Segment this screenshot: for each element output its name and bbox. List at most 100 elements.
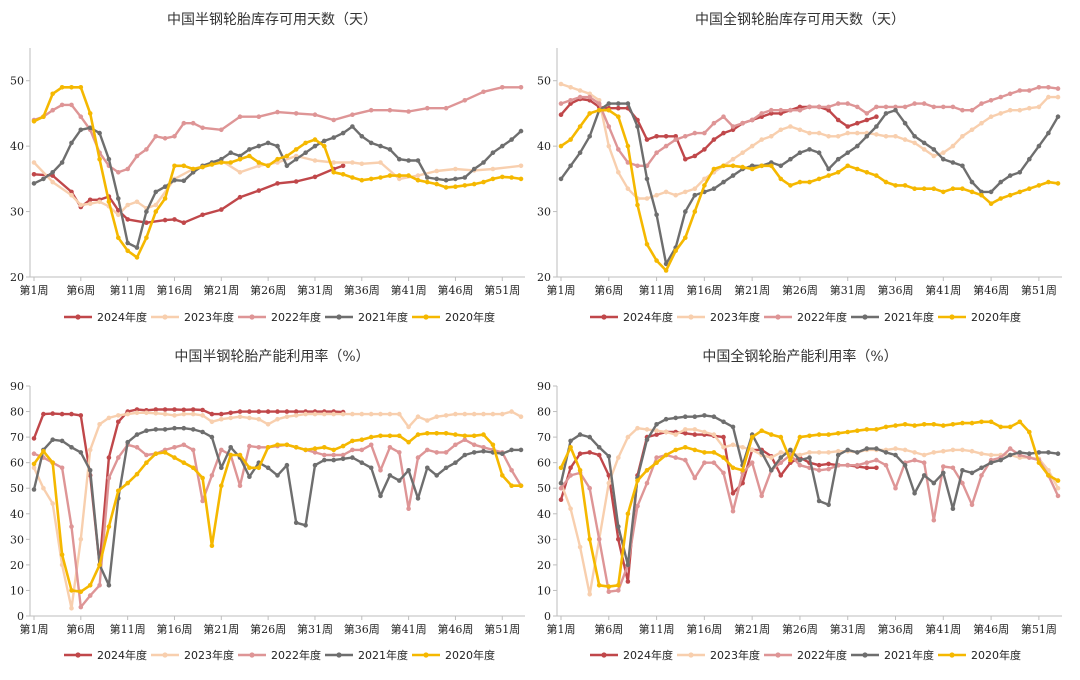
data-point <box>816 498 822 504</box>
data-point <box>721 179 726 185</box>
x-tick-label: 第11周 <box>639 283 675 297</box>
data-point <box>97 130 102 136</box>
data-point <box>87 125 93 131</box>
data-point <box>181 220 187 225</box>
legend-marker <box>336 652 342 658</box>
data-point <box>490 166 496 172</box>
data-point <box>893 452 898 458</box>
chart-title: 中国全钢轮胎库存可用天数（天） <box>695 11 905 28</box>
x-tick-label: 第16周 <box>156 622 192 636</box>
legend-marker <box>423 652 429 658</box>
data-point <box>31 172 37 177</box>
data-point <box>663 261 669 267</box>
data-point <box>969 107 975 113</box>
y-tick-label: 50 <box>10 75 24 88</box>
data-point <box>826 461 831 467</box>
data-point <box>663 268 669 273</box>
x-tick-label: 第1周 <box>547 283 576 297</box>
data-point <box>359 460 365 466</box>
data-point <box>1027 451 1032 457</box>
data-point <box>340 456 346 462</box>
data-point <box>816 432 822 437</box>
data-point <box>200 498 205 504</box>
data-point <box>518 85 524 90</box>
data-point <box>415 173 421 178</box>
data-point <box>1055 478 1061 483</box>
data-point <box>190 411 196 417</box>
data-point <box>134 410 140 416</box>
data-point <box>855 462 860 468</box>
data-point <box>153 451 159 457</box>
data-point <box>816 176 822 182</box>
data-point <box>702 176 707 182</box>
data-point <box>702 429 707 435</box>
data-point <box>406 173 411 178</box>
data-point <box>219 207 224 212</box>
data-point <box>941 104 946 110</box>
legend: 2024年度 2023年度 2022年度 2021年度 2020年度 <box>590 648 1021 662</box>
data-point <box>960 134 965 139</box>
data-point <box>406 158 411 163</box>
data-point <box>1007 424 1013 430</box>
data-point <box>172 163 177 169</box>
data-point <box>41 485 46 491</box>
data-point <box>1055 114 1061 119</box>
data-point <box>730 465 736 471</box>
data-point <box>855 104 860 110</box>
data-point <box>368 140 374 146</box>
data-point <box>350 455 355 460</box>
data-point <box>558 101 564 106</box>
data-point <box>893 104 898 110</box>
data-point <box>587 91 592 97</box>
data-point <box>116 455 121 460</box>
data-point <box>144 452 149 458</box>
data-point <box>979 192 984 198</box>
data-point <box>635 478 640 483</box>
data-point <box>209 543 215 548</box>
data-point <box>144 147 149 152</box>
data-point <box>331 411 337 417</box>
data-point <box>864 117 870 123</box>
data-point <box>265 445 271 450</box>
data-point <box>368 442 374 448</box>
data-point <box>322 143 327 149</box>
data-point <box>387 147 393 152</box>
data-point <box>883 104 889 110</box>
data-point <box>797 104 803 110</box>
x-tick-label: 第21周 <box>203 622 239 636</box>
x-tick-label: 第51周 <box>1021 622 1057 636</box>
legend-label: 2024年度 <box>97 648 147 662</box>
data-point <box>807 433 812 439</box>
data-point <box>663 189 669 195</box>
data-point <box>960 107 965 113</box>
legend-label: 2020年度 <box>971 648 1021 662</box>
legend-label: 2023年度 <box>184 310 234 324</box>
data-point <box>284 462 290 468</box>
data-point <box>50 437 55 443</box>
data-point <box>331 160 337 165</box>
data-point <box>558 112 564 117</box>
data-point <box>1046 179 1051 185</box>
data-point <box>807 179 812 185</box>
data-point <box>340 411 346 417</box>
data-point <box>816 450 822 455</box>
data-point <box>144 220 149 225</box>
data-point <box>228 445 233 450</box>
data-point <box>1027 88 1032 93</box>
data-point <box>587 434 592 440</box>
data-point <box>855 166 860 172</box>
data-point <box>87 197 93 203</box>
data-point <box>434 414 440 420</box>
data-point <box>78 589 84 594</box>
data-point <box>303 150 308 155</box>
data-point <box>518 128 524 134</box>
data-point <box>931 153 937 159</box>
data-point <box>912 491 917 496</box>
data-point <box>462 437 468 443</box>
data-point <box>778 460 784 466</box>
x-tick-label: 第36周 <box>344 283 380 297</box>
data-point <box>434 176 440 182</box>
data-point <box>181 178 187 184</box>
data-point <box>331 452 337 458</box>
legend-marker <box>862 314 868 320</box>
